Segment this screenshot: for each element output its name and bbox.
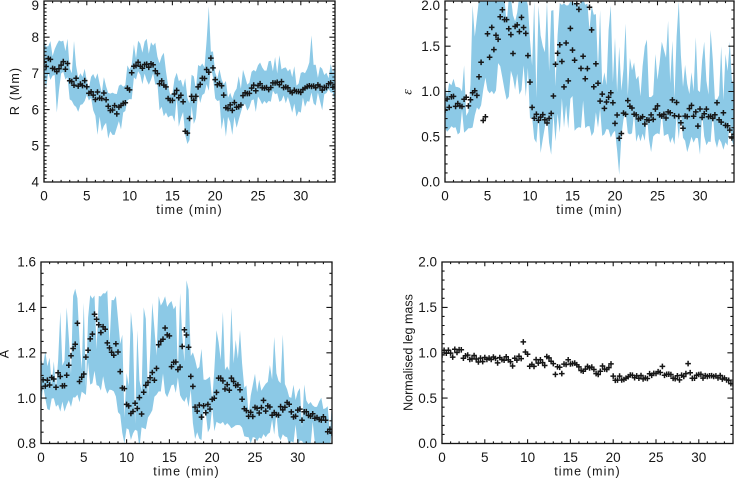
svg-text:25: 25 xyxy=(648,450,663,465)
svg-text:time (min): time (min) xyxy=(156,203,223,217)
svg-text:9: 9 xyxy=(31,0,39,13)
svg-text:25: 25 xyxy=(247,450,262,465)
svg-text:7: 7 xyxy=(31,66,39,81)
svg-text:5: 5 xyxy=(484,189,492,204)
svg-text:1.4: 1.4 xyxy=(17,300,36,315)
svg-text:2.0: 2.0 xyxy=(421,0,440,13)
svg-text:0.0: 0.0 xyxy=(421,175,440,190)
svg-text:10: 10 xyxy=(522,189,537,204)
svg-text:10: 10 xyxy=(520,450,535,465)
svg-text:4: 4 xyxy=(31,175,39,190)
svg-text:20: 20 xyxy=(205,450,220,465)
svg-text:1.0: 1.0 xyxy=(421,84,440,99)
svg-text:0.0: 0.0 xyxy=(418,436,437,451)
svg-text:ε: ε xyxy=(401,89,416,95)
svg-text:1.5: 1.5 xyxy=(418,300,437,315)
svg-text:15: 15 xyxy=(565,189,580,204)
svg-text:20: 20 xyxy=(606,450,621,465)
svg-text:25: 25 xyxy=(650,189,665,204)
svg-text:A: A xyxy=(0,349,12,358)
svg-text:2.0: 2.0 xyxy=(418,255,437,270)
svg-text:time (min): time (min) xyxy=(153,465,220,479)
svg-text:time (min): time (min) xyxy=(554,465,621,479)
svg-text:Normalised leg mass: Normalised leg mass xyxy=(402,294,416,411)
svg-text:1.5: 1.5 xyxy=(421,39,440,54)
svg-text:30: 30 xyxy=(692,189,707,204)
svg-text:1.0: 1.0 xyxy=(418,345,437,360)
svg-text:10: 10 xyxy=(122,189,137,204)
svg-text:R (Mm): R (Mm) xyxy=(8,67,22,115)
svg-text:5: 5 xyxy=(31,139,39,154)
svg-text:5: 5 xyxy=(83,189,91,204)
svg-text:0: 0 xyxy=(37,450,45,465)
svg-text:1.6: 1.6 xyxy=(17,255,36,270)
svg-text:0.5: 0.5 xyxy=(421,129,440,144)
svg-text:1.2: 1.2 xyxy=(17,345,36,360)
svg-text:15: 15 xyxy=(165,189,180,204)
svg-text:0.5: 0.5 xyxy=(418,391,437,406)
svg-text:25: 25 xyxy=(250,189,265,204)
svg-text:0: 0 xyxy=(438,450,446,465)
svg-text:15: 15 xyxy=(162,450,177,465)
svg-text:0.8: 0.8 xyxy=(17,436,36,451)
svg-text:5: 5 xyxy=(80,450,88,465)
svg-text:0: 0 xyxy=(40,189,48,204)
svg-text:30: 30 xyxy=(290,450,305,465)
svg-text:20: 20 xyxy=(607,189,622,204)
svg-text:time (min): time (min) xyxy=(556,203,623,217)
svg-text:10: 10 xyxy=(119,450,134,465)
svg-text:0: 0 xyxy=(441,189,449,204)
svg-text:5: 5 xyxy=(481,450,489,465)
svg-text:30: 30 xyxy=(691,450,706,465)
svg-text:1.0: 1.0 xyxy=(17,391,36,406)
svg-text:15: 15 xyxy=(563,450,578,465)
svg-text:6: 6 xyxy=(31,102,39,117)
svg-text:30: 30 xyxy=(293,189,308,204)
svg-text:8: 8 xyxy=(31,30,39,45)
svg-text:20: 20 xyxy=(208,189,223,204)
